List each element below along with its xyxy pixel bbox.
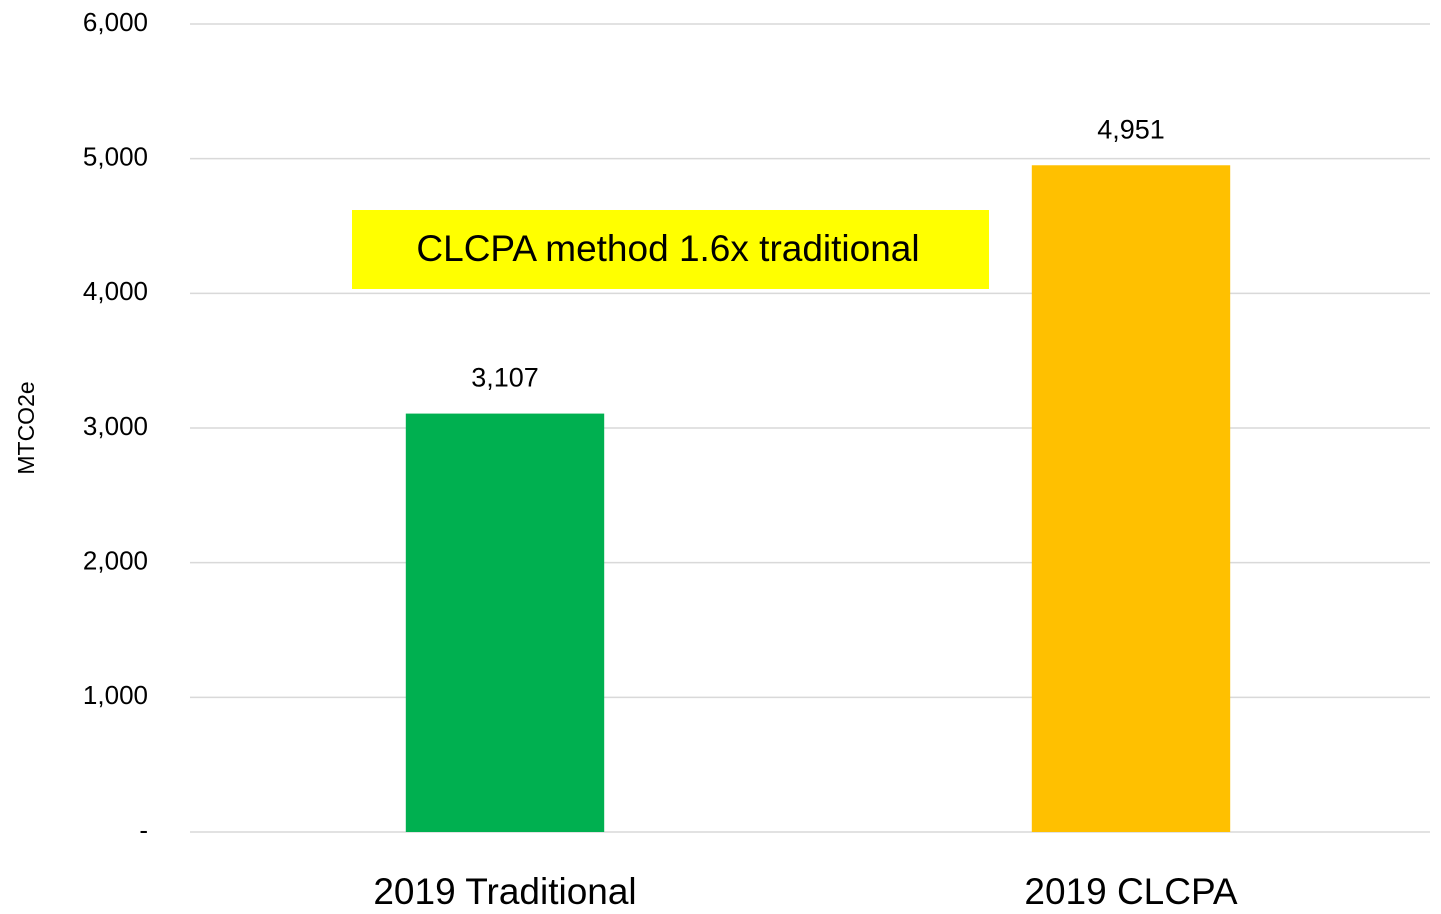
bar bbox=[1031, 165, 1231, 833]
y-tick-label: 1,000 bbox=[83, 680, 148, 710]
y-tick-label: 6,000 bbox=[83, 7, 148, 37]
annotation: CLCPA method 1.6x traditional bbox=[416, 228, 919, 269]
bar bbox=[405, 413, 605, 832]
value-label: 3,107 bbox=[471, 363, 539, 393]
y-tick-label: - bbox=[139, 815, 148, 845]
annotation-box bbox=[352, 210, 989, 289]
x-tick-label: 2019 CLCPA bbox=[1024, 871, 1238, 912]
x-tick-label: 2019 Traditional bbox=[373, 871, 636, 912]
y-tick-label: 3,000 bbox=[83, 411, 148, 441]
y-tick-label: 5,000 bbox=[83, 142, 148, 172]
y-axis-title: MTCO2e bbox=[13, 381, 39, 474]
y-tick-label: 2,000 bbox=[83, 546, 148, 576]
value-label: 4,951 bbox=[1097, 114, 1165, 144]
y-tick-label: 4,000 bbox=[83, 276, 148, 306]
